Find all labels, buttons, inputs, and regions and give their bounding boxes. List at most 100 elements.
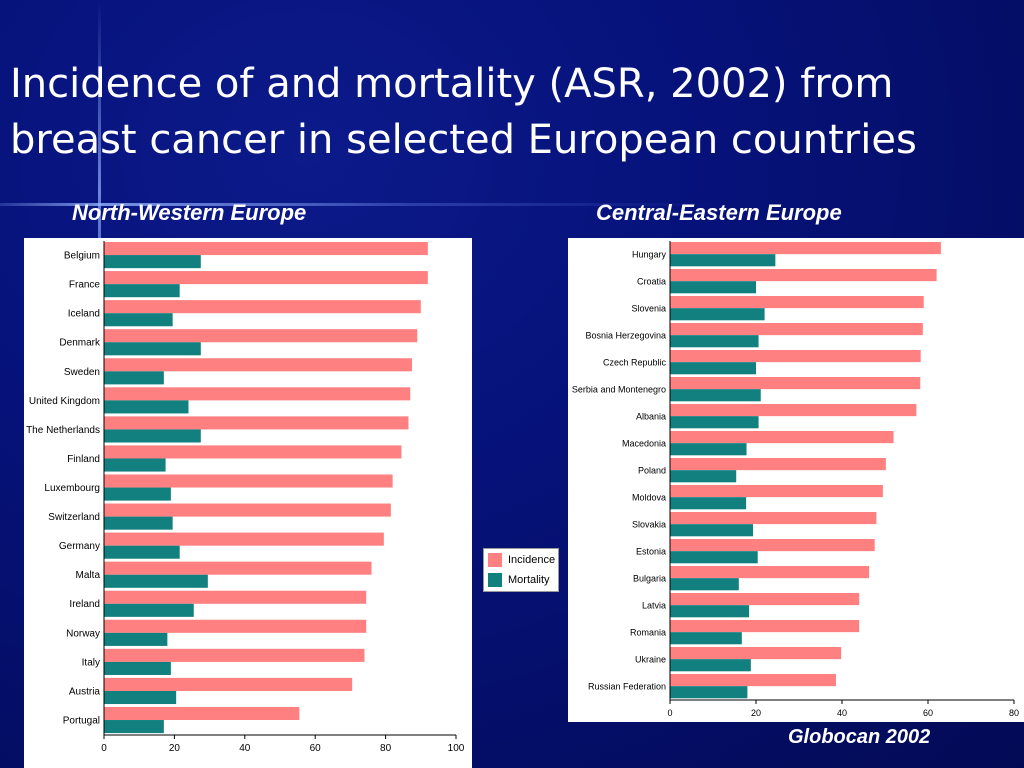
ce-mortality-bar [670, 335, 759, 348]
nw-mortality-bar [104, 255, 201, 269]
ce-europe-heading: Central-Eastern Europe [596, 200, 842, 225]
legend-label-mortality: Mortality [508, 574, 550, 586]
ce-x-tick-label: 60 [923, 708, 933, 718]
nw-mortality-bar [104, 516, 173, 530]
nw-incidence-bar [104, 300, 421, 314]
ce-incidence-bar [670, 323, 923, 336]
ce-x-tick-label: 20 [751, 708, 761, 718]
nw-mortality-bar [104, 574, 208, 588]
nw-incidence-bar [104, 387, 411, 401]
nw-category-label: Finland [67, 454, 100, 465]
nw-category-label: Ireland [69, 599, 100, 610]
ce-mortality-bar [670, 416, 759, 429]
ce-incidence-bar [670, 296, 924, 309]
nw-x-tick-label: 40 [239, 743, 251, 754]
nw-x-tick-label: 80 [380, 743, 392, 754]
nw-x-tick-label: 20 [169, 743, 181, 754]
nw-incidence-bar [104, 503, 391, 517]
ce-category-label: Bulgaria [633, 574, 666, 584]
ce-incidence-bar [670, 404, 917, 417]
ce-x-tick-label: 80 [1009, 708, 1019, 718]
ce-incidence-bar [670, 674, 836, 687]
ce-category-label: Moldova [632, 493, 666, 503]
ce-mortality-bar [670, 362, 756, 375]
nw-mortality-bar [104, 400, 189, 414]
ce-mortality-bar [670, 497, 747, 510]
nw-incidence-bar [104, 445, 402, 459]
ce-europe-chart-svg: Hungary Croatia Slovenia Bosnia Herzegovina… [572, 241, 1019, 718]
ce-category-label: Estonia [636, 547, 666, 557]
nw-category-label: France [69, 280, 101, 291]
nw-category-label: Austria [69, 686, 101, 697]
nw-category-label: Portugal [63, 715, 100, 726]
ce-mortality-bar [670, 281, 756, 294]
ce-mortality-bar [670, 389, 761, 402]
legend-swatch-mortality [488, 573, 502, 587]
nw-mortality-bar [104, 720, 164, 734]
nw-x-tick-label: 0 [101, 743, 107, 754]
nw-x-tick-label: 60 [310, 743, 322, 754]
ce-incidence-bar [670, 431, 894, 444]
nw-incidence-bar [104, 648, 365, 662]
nw-category-label: Switzerland [48, 512, 100, 523]
nw-mortality-bar [104, 284, 180, 298]
legend-swatch-incidence [488, 553, 502, 567]
nw-category-label: Iceland [68, 309, 100, 320]
ce-mortality-bar [670, 551, 758, 564]
ce-mortality-bar [670, 578, 739, 591]
nw-incidence-bar [104, 474, 393, 488]
ce-category-label: Poland [638, 466, 666, 476]
ce-category-label: Czech Republic [603, 358, 667, 368]
nw-category-label: Luxembourg [44, 483, 100, 494]
nw-incidence-bar [104, 619, 367, 633]
ce-category-label: Romania [630, 628, 666, 638]
ce-incidence-bar [670, 269, 937, 282]
ce-incidence-bar [670, 377, 921, 390]
nw-mortality-bar [104, 545, 180, 559]
ce-mortality-bar [670, 659, 751, 672]
nw-category-label: Denmark [59, 338, 101, 349]
nw-incidence-bar [104, 677, 353, 691]
ce-category-label: Albania [636, 412, 666, 422]
nw-incidence-bar [104, 242, 428, 256]
nw-mortality-bar [104, 487, 171, 501]
ce-incidence-bar [670, 512, 877, 525]
nw-mortality-bar [104, 429, 201, 443]
ce-mortality-bar [670, 605, 750, 618]
ce-category-label: Serbia and Montenegro [572, 385, 666, 395]
legend-label-incidence: Incidence [508, 554, 556, 566]
ce-x-tick-label: 40 [837, 708, 847, 718]
nw-category-label: Sweden [64, 367, 100, 378]
ce-category-label: Latvia [642, 601, 666, 611]
nw-incidence-bar [104, 561, 372, 575]
decorative-horizontal-line [0, 203, 1024, 206]
nw-mortality-bar [104, 342, 201, 356]
nw-category-label: Norway [66, 628, 100, 639]
nw-category-label: Italy [82, 657, 100, 668]
chart-legend: Incidence Mortality [483, 548, 559, 592]
nw-mortality-bar [104, 632, 168, 646]
nw-mortality-bar [104, 690, 177, 705]
ce-mortality-bar [670, 254, 776, 267]
ce-x-tick-label: 0 [667, 708, 672, 718]
ce-incidence-bar [670, 566, 870, 579]
nw-incidence-bar [104, 358, 412, 372]
nw-mortality-bar [104, 603, 194, 617]
ce-incidence-bar [670, 242, 941, 255]
ce-category-label: Croatia [637, 277, 666, 287]
nw-mortality-bar [104, 313, 173, 327]
ce-category-label: Ukraine [635, 655, 666, 665]
nw-category-label: Malta [76, 570, 101, 581]
nw-europe-heading: North-Western Europe [72, 200, 307, 225]
ce-incidence-bar [670, 647, 842, 660]
nw-incidence-bar [104, 271, 428, 285]
ce-mortality-bar [670, 686, 748, 699]
nw-category-label: Germany [59, 541, 100, 552]
nw-category-label: United Kingdom [29, 396, 100, 407]
ce-incidence-bar [670, 458, 886, 471]
ce-mortality-bar [670, 524, 753, 537]
slide-title: Incidence of and mortality (ASR, 2002) f… [10, 61, 917, 163]
ce-mortality-bar [670, 443, 747, 456]
nw-incidence-bar [104, 416, 409, 430]
ce-category-label: Slovenia [631, 304, 666, 314]
